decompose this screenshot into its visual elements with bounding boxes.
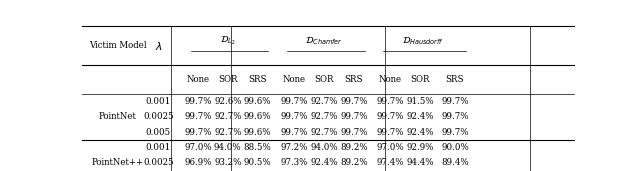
Text: 99.7%: 99.7% [184,113,212,121]
Text: SRS: SRS [344,75,363,84]
Text: Victim Model: Victim Model [89,41,147,50]
Text: None: None [186,75,210,84]
Text: 99.7%: 99.7% [280,113,308,121]
Text: PointNet: PointNet [99,113,136,121]
Text: 92.7%: 92.7% [310,97,338,106]
Text: $\mathcal{D}_{Chamfer}$: $\mathcal{D}_{Chamfer}$ [305,35,343,47]
Text: $\lambda$: $\lambda$ [154,40,162,51]
Text: None: None [283,75,306,84]
Text: 99.7%: 99.7% [441,113,468,121]
Text: 94.0%: 94.0% [214,143,242,152]
Text: 97.4%: 97.4% [377,158,404,167]
Text: 0.001: 0.001 [146,143,171,152]
Text: 0.001: 0.001 [146,97,171,106]
Text: 90.5%: 90.5% [244,158,271,167]
Text: 94.4%: 94.4% [406,158,434,167]
Text: 99.7%: 99.7% [280,97,308,106]
Text: 99.6%: 99.6% [244,128,271,137]
Text: SOR: SOR [218,75,237,84]
Text: 92.4%: 92.4% [310,158,338,167]
Text: 94.0%: 94.0% [310,143,338,152]
Text: PointNet++: PointNet++ [92,158,144,167]
Text: 96.9%: 96.9% [184,158,212,167]
Text: 97.3%: 97.3% [280,158,308,167]
Text: 97.2%: 97.2% [280,143,308,152]
Text: 99.7%: 99.7% [377,97,404,106]
Text: 93.2%: 93.2% [214,158,241,167]
Text: 97.0%: 97.0% [184,143,212,152]
Text: 97.0%: 97.0% [377,143,404,152]
Text: 92.7%: 92.7% [310,128,338,137]
Text: 92.6%: 92.6% [214,97,241,106]
Text: 92.9%: 92.9% [406,143,434,152]
Text: SOR: SOR [410,75,430,84]
Text: 0.005: 0.005 [146,128,171,137]
Text: 90.0%: 90.0% [441,143,469,152]
Text: 92.7%: 92.7% [214,128,241,137]
Text: 0.0025: 0.0025 [143,113,173,121]
Text: SOR: SOR [314,75,334,84]
Text: 91.5%: 91.5% [406,97,434,106]
Text: 0.0025: 0.0025 [143,158,173,167]
Text: 99.7%: 99.7% [441,128,468,137]
Text: 89.4%: 89.4% [441,158,468,167]
Text: 99.7%: 99.7% [280,128,308,137]
Text: 89.2%: 89.2% [340,143,367,152]
Text: 99.7%: 99.7% [377,113,404,121]
Text: 92.4%: 92.4% [406,113,434,121]
Text: 99.7%: 99.7% [340,97,367,106]
Text: 88.5%: 88.5% [244,143,271,152]
Text: 99.7%: 99.7% [184,97,212,106]
Text: 99.7%: 99.7% [340,113,367,121]
Text: 99.7%: 99.7% [377,128,404,137]
Text: $\mathcal{D}_{L_2}$: $\mathcal{D}_{L_2}$ [220,35,236,47]
Text: SRS: SRS [445,75,464,84]
Text: None: None [379,75,402,84]
Text: 99.6%: 99.6% [244,113,271,121]
Text: 89.2%: 89.2% [340,158,367,167]
Text: $\mathcal{D}_{Hausdorff}$: $\mathcal{D}_{Hausdorff}$ [402,35,444,47]
Text: 92.4%: 92.4% [406,128,434,137]
Text: 99.7%: 99.7% [441,97,468,106]
Text: 99.7%: 99.7% [184,128,212,137]
Text: SRS: SRS [248,75,267,84]
Text: 92.7%: 92.7% [310,113,338,121]
Text: 99.7%: 99.7% [340,128,367,137]
Text: 92.7%: 92.7% [214,113,241,121]
Text: 99.6%: 99.6% [244,97,271,106]
